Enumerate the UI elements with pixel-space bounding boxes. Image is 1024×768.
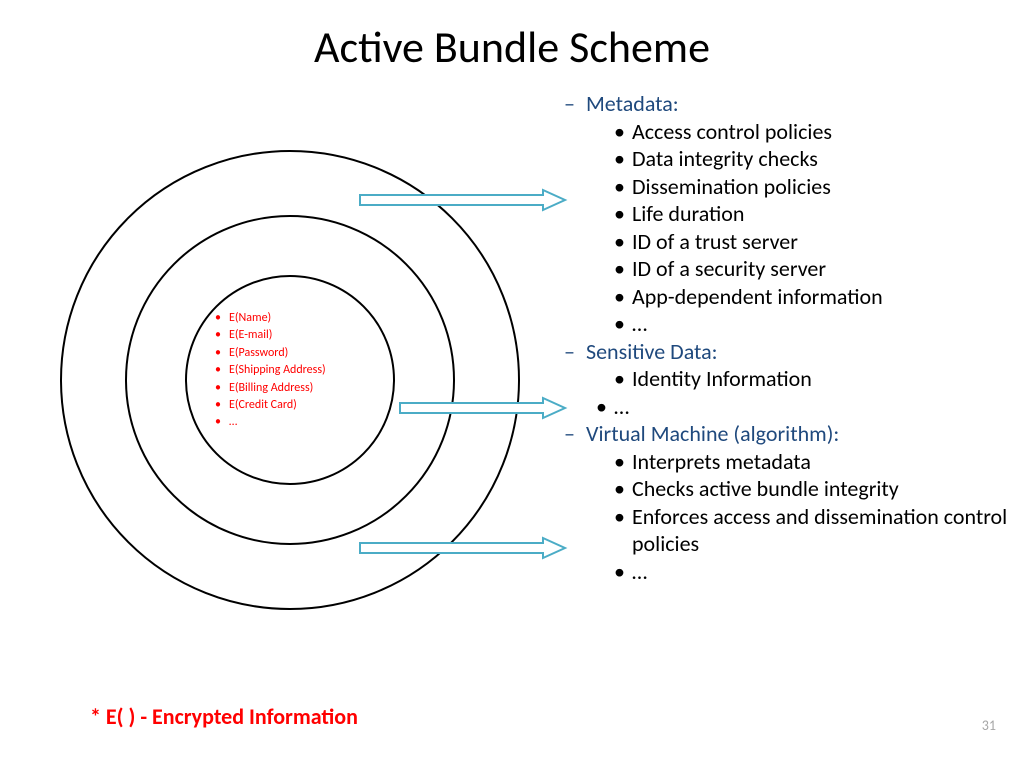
encrypted-item: E(E-mail) [215,327,326,344]
list-item: App-dependent information [614,283,1010,311]
list-item: Data integrity checks [614,145,1010,173]
list-item: Identity Information [614,365,1010,393]
list-item: Access control policies [614,118,1010,146]
list-item: … [596,393,1010,421]
list-item: Checks active bundle integrity [614,475,1010,503]
sub-items: … [570,393,1010,421]
encrypted-data-list: E(Name)E(E-mail)E(Password)E(Shipping Ad… [215,310,326,432]
section-items: Identity Information [570,365,1010,393]
section-header: Sensitive Data: [570,338,1010,366]
encrypted-item: E(Password) [215,345,326,362]
encrypted-item: … [215,414,326,431]
section-header: Metadata: [570,90,1010,118]
list-item: Life duration [614,200,1010,228]
list-item: ID of a trust server [614,228,1010,256]
encrypted-item: E(Shipping Address) [215,362,326,379]
encrypted-item: E(Billing Address) [215,380,326,397]
list-item: … [614,310,1010,338]
list-item: Enforces access and dissemination contro… [614,503,1010,558]
list-item: ID of a security server [614,255,1010,283]
section-header: Virtual Machine (algorithm): [570,420,1010,448]
description-panel: Metadata:Access control policiesData int… [570,90,1010,585]
section-items: Interprets metadataChecks active bundle … [570,448,1010,586]
list-item: Dissemination policies [614,173,1010,201]
slide-title: Active Bundle Scheme [0,20,1024,74]
encryption-footnote: * E( ) - Encrypted Information [90,703,358,730]
section-items: Access control policiesData integrity ch… [570,118,1010,338]
encrypted-item: E(Credit Card) [215,397,326,414]
encrypted-item: E(Name) [215,310,326,327]
list-item: Interprets metadata [614,448,1010,476]
page-number: 31 [982,717,996,734]
list-item: … [614,558,1010,586]
